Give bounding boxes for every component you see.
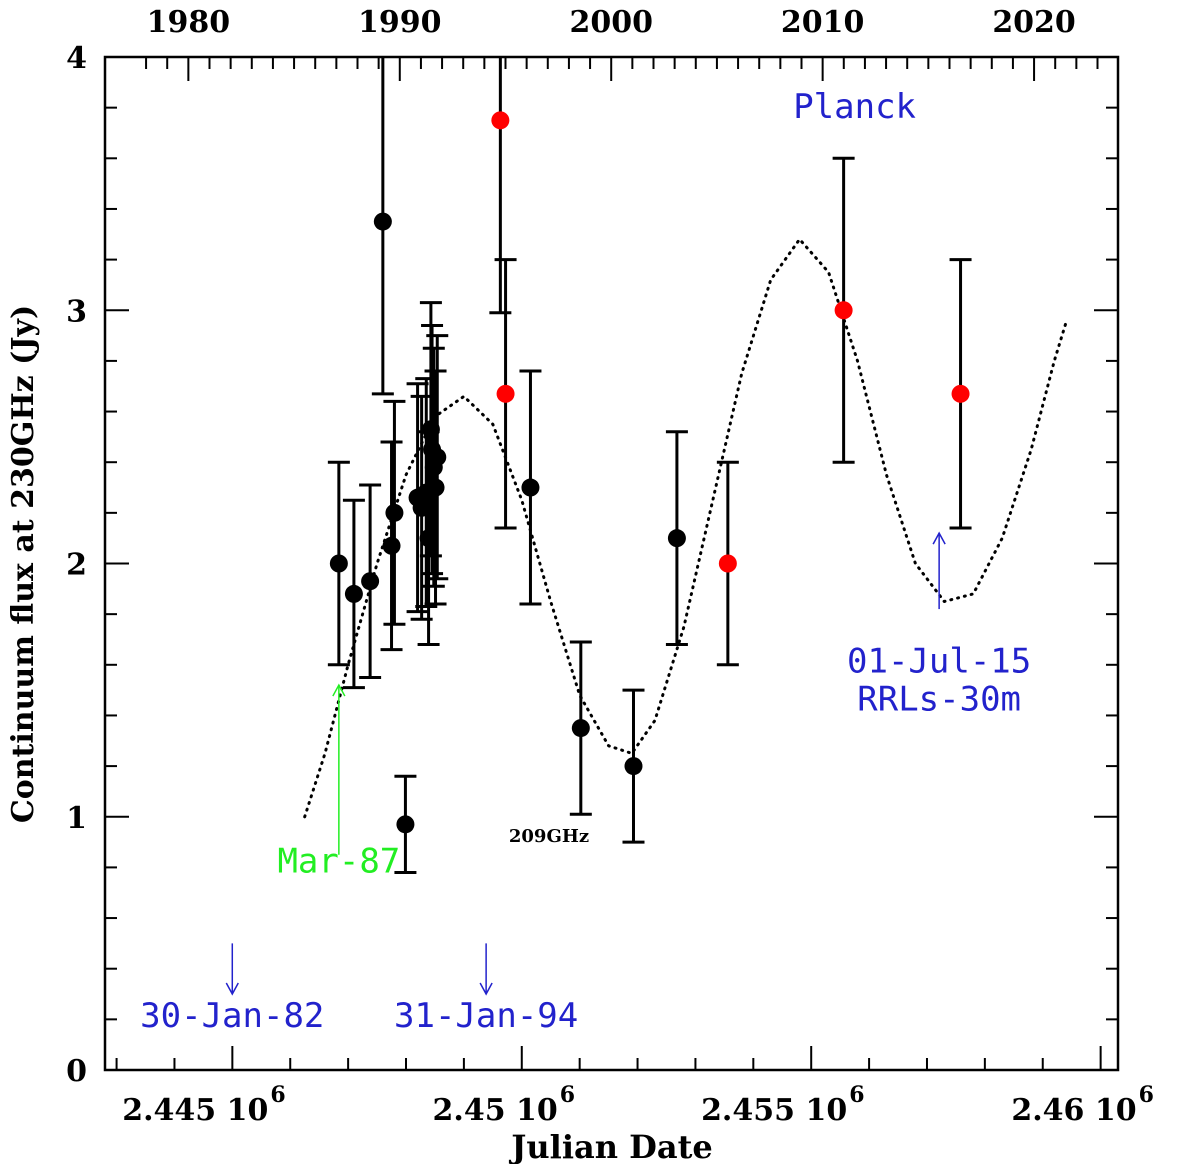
y-tick-label: 1: [66, 801, 87, 836]
x-tick-label: 2.46 10: [1011, 1093, 1136, 1128]
marker: [951, 384, 970, 403]
y-tick-label: 3: [66, 294, 87, 329]
marker: [496, 384, 515, 403]
marker: [344, 584, 363, 603]
top-year-label: 1980: [147, 5, 231, 40]
marker: [624, 757, 643, 776]
marker: [521, 478, 540, 497]
x-tick-label: 2.445 10: [122, 1093, 268, 1128]
data-points-layer: [327, 57, 972, 874]
data-point-black: [342, 498, 365, 690]
data-point-black: [569, 640, 592, 816]
annotation-label: Mar-87: [277, 841, 400, 881]
annotation-label: 31-Jan-94: [394, 996, 578, 1036]
plot-border: [103, 55, 1120, 1072]
data-point-red: [489, 57, 512, 315]
top-year-label: 2020: [992, 5, 1076, 40]
marker: [361, 572, 380, 591]
annotation-label: Planck: [793, 87, 916, 127]
data-point-black: [327, 460, 350, 667]
top-year-label: 2000: [569, 5, 653, 40]
y-tick-label: 4: [66, 41, 87, 76]
data-point-black: [426, 334, 449, 581]
data-point-red: [949, 258, 972, 530]
x-tick-label: 2.455 10: [701, 1093, 847, 1128]
x-tick-label: 2.45 10: [433, 1093, 558, 1128]
annotation-label: 01-Jul-15: [847, 641, 1031, 681]
x-tick-exponent: 6: [849, 1082, 864, 1108]
x-tick-exponent: 6: [270, 1082, 285, 1108]
annotation-label: 30-Jan-82: [140, 996, 324, 1036]
data-point-red: [716, 460, 739, 667]
marker: [373, 212, 392, 231]
marker: [329, 554, 348, 573]
x-tick-exponent: 6: [560, 1082, 575, 1108]
top-year-label: 1990: [358, 5, 442, 40]
marker: [426, 478, 445, 497]
marker: [571, 719, 590, 738]
marker: [385, 503, 404, 522]
annotation-arrowhead: [479, 982, 493, 996]
data-point-black: [394, 774, 417, 874]
data-point-black: [665, 430, 688, 647]
annotation-arrowhead: [332, 683, 346, 697]
top-year-label: 2010: [781, 5, 865, 40]
annotation-label: RRLs-30m: [857, 679, 1021, 719]
y-axis-label: Continuum flux at 230GHz (Jy): [6, 305, 41, 823]
data-point-black: [380, 440, 403, 652]
annotation-arrowhead: [225, 982, 239, 996]
data-point-red: [832, 156, 855, 464]
annotation-label: 209GHz: [509, 826, 589, 847]
x-tick-exponent: 6: [1139, 1082, 1154, 1108]
data-point-black: [359, 483, 382, 679]
marker: [382, 536, 401, 555]
marker: [428, 448, 447, 467]
marker: [491, 111, 510, 130]
data-point-black: [383, 399, 406, 626]
marker: [667, 529, 686, 548]
data-point-black: [371, 57, 394, 396]
marker: [718, 554, 737, 573]
marker: [834, 301, 853, 320]
data-point-black: [622, 688, 645, 844]
y-tick-label: 2: [66, 548, 87, 583]
x-axis-label: Julian Date: [508, 1128, 712, 1164]
data-point-red: [494, 258, 517, 530]
annotation-arrowhead: [932, 531, 946, 545]
data-point-black: [519, 369, 542, 606]
data-point-black: [424, 369, 447, 606]
y-tick-label: 0: [66, 1054, 87, 1089]
marker: [396, 815, 415, 834]
